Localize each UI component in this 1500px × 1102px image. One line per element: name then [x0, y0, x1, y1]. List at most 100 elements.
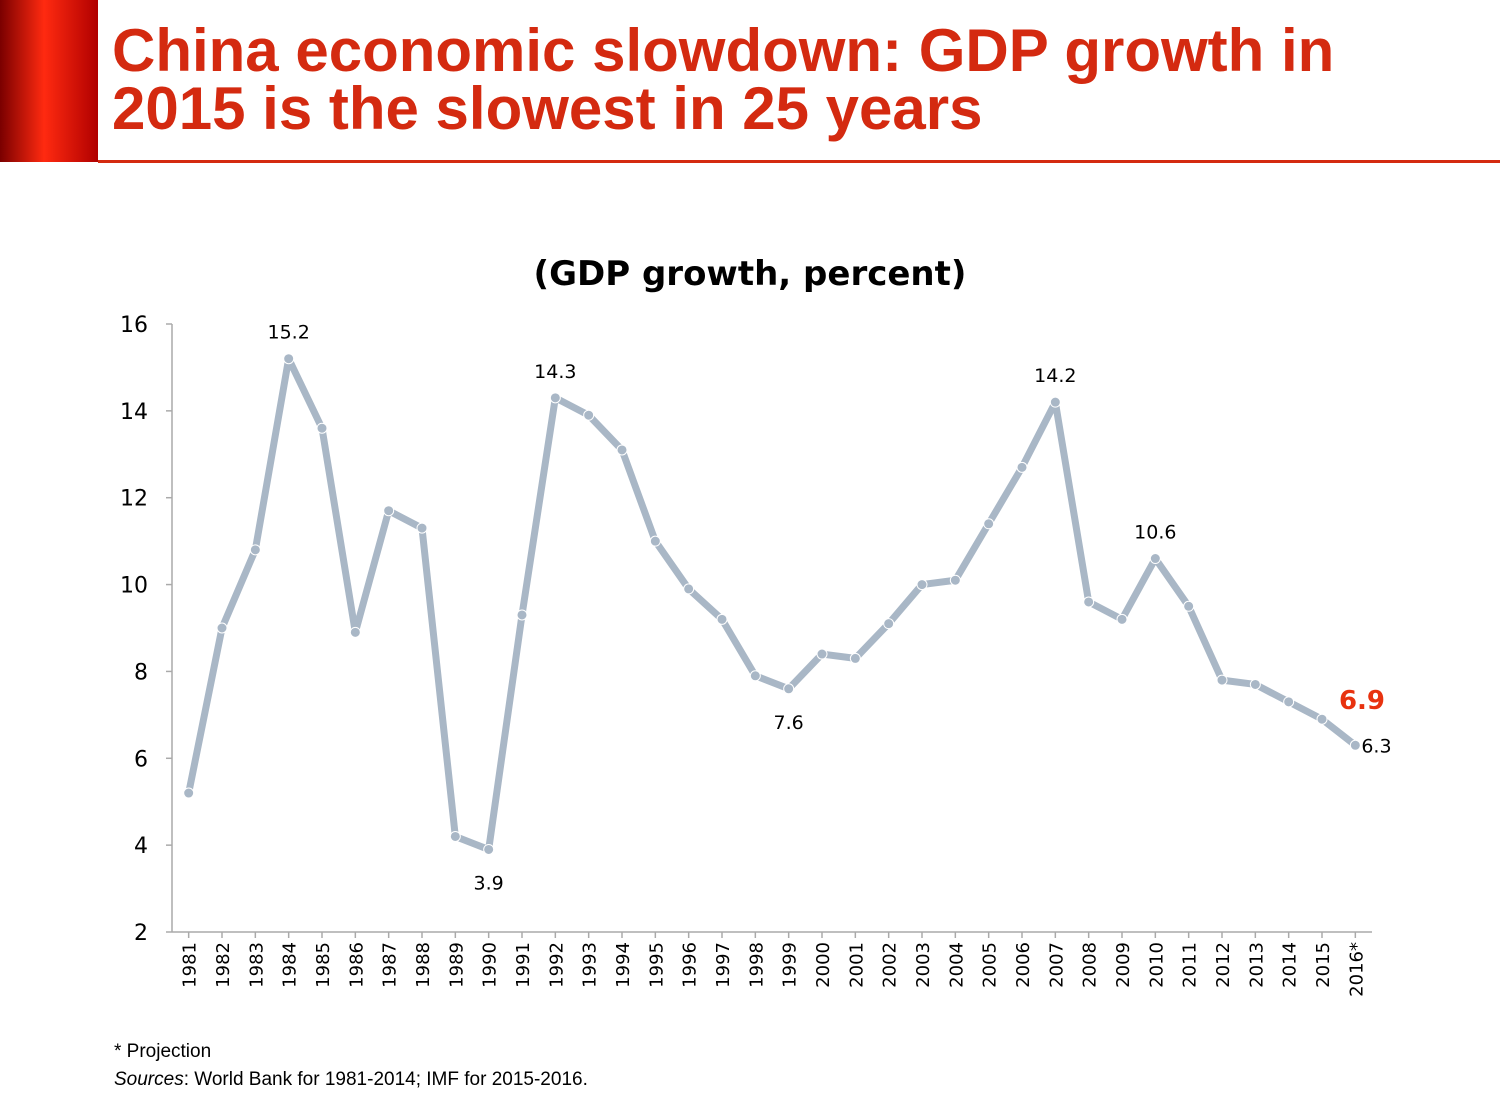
point	[616, 444, 628, 456]
x-tick-label: 1996	[680, 942, 701, 988]
x-tick-label: 2002	[880, 942, 901, 988]
sources-note: Sources: World Bank for 1981-2014; IMF f…	[114, 1066, 588, 1094]
data-label: 10.6	[1134, 522, 1176, 544]
point	[916, 579, 928, 591]
point	[183, 787, 195, 799]
point	[1149, 553, 1161, 565]
data-label: 14.3	[534, 361, 576, 383]
x-tick-label: 2000	[813, 942, 834, 988]
data-label: 14.2	[1034, 365, 1076, 387]
point	[516, 609, 528, 621]
x-tick-label: 2005	[980, 942, 1001, 988]
chart: (GDP growth, percent) 2 4 6 8 10 12 14 16 1981 19…	[120, 254, 1392, 997]
page-title: China economic slowdown: GDP growth in 2…	[112, 17, 1335, 142]
point	[283, 353, 295, 365]
x-tick-label: 1983	[246, 942, 267, 988]
point	[716, 613, 728, 625]
point	[1283, 696, 1295, 708]
x-tick-label: 1981	[180, 942, 201, 988]
data-label: 7.6	[774, 712, 804, 734]
point	[549, 392, 561, 404]
point	[349, 626, 361, 638]
header-rule	[98, 160, 1500, 163]
point	[1183, 600, 1195, 612]
x-tick-label: 1982	[213, 942, 234, 988]
point	[1316, 713, 1328, 725]
chart-title: (GDP growth, percent)	[534, 254, 967, 294]
y-tick-label: 8	[134, 660, 148, 685]
point	[683, 583, 695, 595]
y-tick-label: 14	[120, 400, 148, 425]
data-label: 3.9	[474, 872, 504, 894]
point	[583, 409, 595, 421]
x-tick-label: 2009	[1113, 942, 1134, 988]
point	[1083, 596, 1095, 608]
y-tick-label: 4	[134, 834, 148, 859]
x-tick-label: 1998	[746, 942, 767, 988]
x-tick-label: 2014	[1280, 942, 1301, 988]
x-tick-label: 2011	[1180, 942, 1201, 988]
point	[483, 843, 495, 855]
point	[1249, 678, 1261, 690]
y-tick-label: 6	[134, 747, 148, 772]
point	[849, 652, 861, 664]
y-tick-label: 2	[134, 921, 148, 946]
x-tick-label: 1984	[280, 942, 301, 988]
point	[949, 574, 961, 586]
x-tick-label: 2013	[1246, 942, 1267, 988]
sources-label: Sources	[114, 1069, 184, 1090]
point	[416, 522, 428, 534]
x-tick-label: 2010	[1146, 942, 1167, 988]
point	[783, 683, 795, 695]
point	[649, 535, 661, 547]
point	[1349, 739, 1361, 751]
point	[1049, 396, 1061, 408]
point	[249, 544, 261, 556]
point	[216, 622, 228, 634]
x-tick-label: 1989	[446, 942, 467, 988]
x-tick-label: 2015	[1313, 942, 1334, 988]
x-tick-label: 2006	[1013, 942, 1034, 988]
x-tick-label: 2012	[1213, 942, 1234, 988]
x-tick-label: 2016*	[1346, 942, 1367, 997]
x-tick-label: 1987	[380, 942, 401, 988]
series-line	[185, 355, 1358, 853]
x-tick-label: 2007	[1046, 942, 1067, 988]
data-label: 15.2	[268, 322, 310, 344]
point	[1116, 613, 1128, 625]
x-tick-label: 1990	[480, 942, 501, 988]
point	[1216, 674, 1228, 686]
sources-text: : World Bank for 1981-2014; IMF for 2015…	[183, 1069, 588, 1090]
point	[383, 505, 395, 517]
point	[1016, 461, 1028, 473]
x-tick-label: 1997	[713, 942, 734, 988]
x-tick-label: 1995	[646, 942, 667, 988]
notes: * Projection Sources: World Bank for 198…	[114, 1038, 588, 1094]
data-label: 6.9	[1339, 686, 1385, 716]
x-tick-label: 1992	[546, 942, 567, 988]
x-tick-label: 1993	[580, 942, 601, 988]
x-tick-label: 1988	[413, 942, 434, 988]
x-tick-label: 1986	[346, 942, 367, 988]
x-tick-label: 1991	[513, 942, 534, 988]
x-tick-label: 2003	[913, 942, 934, 988]
point	[316, 422, 328, 434]
point	[883, 618, 895, 630]
y-tick-label: 12	[120, 487, 148, 512]
x-tick-label: 2004	[946, 942, 967, 988]
header-band	[0, 0, 98, 162]
x-tick-label: 2001	[846, 942, 867, 988]
x-tick-label: 1994	[613, 942, 634, 988]
x-tick-label: 1999	[780, 942, 801, 988]
point	[816, 648, 828, 660]
x-tick-label: 2008	[1080, 942, 1101, 988]
projection-note: * Projection	[114, 1041, 212, 1062]
y-tick-label: 16	[120, 313, 148, 338]
y-tick-label: 10	[120, 574, 148, 599]
x-tick-label: 1985	[313, 942, 334, 988]
point	[983, 518, 995, 530]
point	[449, 830, 461, 842]
point	[749, 670, 761, 682]
data-label: 6.3	[1361, 735, 1391, 757]
